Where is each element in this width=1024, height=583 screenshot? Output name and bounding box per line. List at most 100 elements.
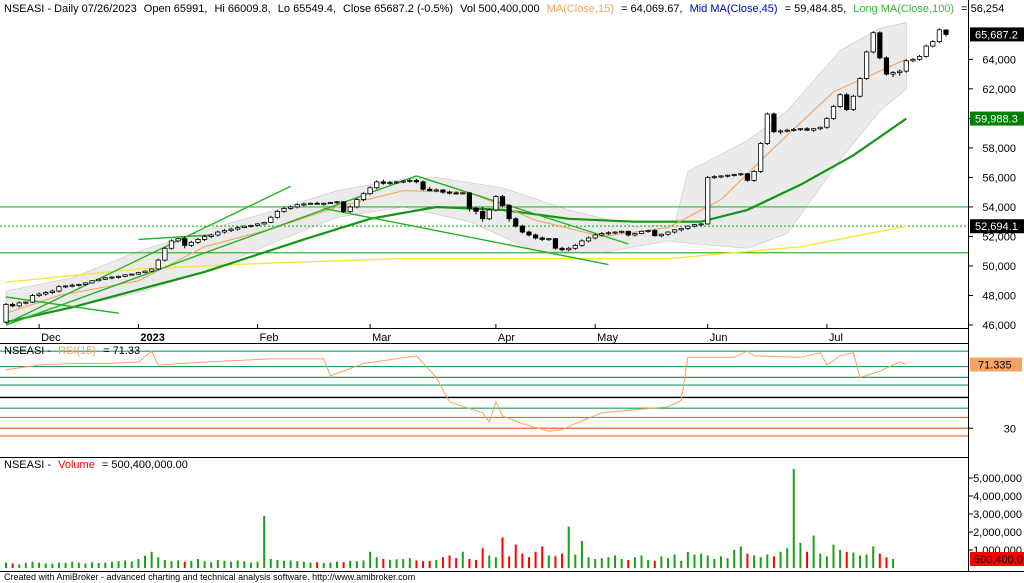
candle-body-20: [135, 272, 141, 275]
candle-130: [864, 50, 870, 80]
candle-body-139: [923, 45, 929, 57]
candle-58: [387, 181, 393, 185]
candle-body-10: [69, 284, 75, 287]
candle-92: [612, 231, 618, 235]
candle-body-22: [149, 268, 155, 272]
candle-43: [288, 205, 294, 210]
candle-body-38: [254, 223, 261, 226]
candle-body-140: [930, 41, 936, 47]
candle-body-138: [916, 55, 923, 60]
candle-body-89: [592, 234, 598, 239]
candle-62: [413, 178, 420, 184]
candle-body-11: [76, 284, 82, 286]
candle-113: [751, 170, 757, 182]
rsi-header: NSEASI - RSI(15) = 71.33: [4, 345, 140, 357]
candle-91: [605, 231, 612, 235]
candle-body-19: [129, 273, 135, 276]
candle-body-93: [619, 230, 625, 233]
candle-body-15: [102, 277, 108, 280]
candle-body-44: [294, 204, 300, 208]
candle-12: [82, 282, 89, 286]
candle-body-87: [579, 240, 585, 246]
candle-74: [493, 195, 499, 212]
x-label-2: Feb: [260, 332, 279, 344]
candle-75: [499, 195, 506, 207]
candle-72: [480, 206, 486, 222]
candle-28: [188, 240, 194, 247]
candle-body-119: [791, 129, 797, 131]
candle-body-77: [513, 218, 519, 227]
candle-23: [155, 258, 161, 270]
candle-body-125: [830, 106, 837, 119]
candle-body-65: [433, 189, 439, 192]
candle-142: [943, 29, 949, 37]
candle-body-103: [685, 225, 691, 229]
x-label-5: May: [597, 332, 618, 344]
candle-body-23: [155, 259, 161, 270]
candle-35: [235, 226, 241, 231]
price-badges: 65,687.2 59,988.3 52,694.1: [970, 27, 1024, 234]
candle-body-35: [235, 227, 241, 230]
candle-body-112: [744, 173, 751, 181]
price-badge-2: 52,694.1: [975, 221, 1018, 233]
candle-body-25: [168, 240, 175, 249]
candle-body-64: [427, 188, 433, 192]
candle-64: [427, 187, 433, 192]
candle-body-14: [96, 278, 102, 282]
candle-105: [698, 223, 704, 227]
candle-body-34: [228, 228, 234, 231]
candle-13: [89, 280, 95, 284]
candle-86: [572, 243, 578, 250]
candle-body-60: [400, 180, 406, 183]
price-x-axis: Dec 2023 Feb Mar Apr May Jun Jul: [0, 324, 968, 344]
candle-body-2: [16, 302, 22, 307]
price-ytick-label-5: 56,000: [982, 172, 1016, 184]
candle-66: [440, 189, 446, 194]
candle-7: [49, 289, 55, 295]
header-ma-long-value: = 56,254: [961, 3, 1004, 15]
candle-body-24: [162, 247, 168, 261]
candle-body-118: [784, 129, 790, 132]
candle-109: [724, 174, 731, 178]
candle-body-74: [493, 196, 499, 211]
trendline-2: [5, 175, 417, 326]
header-symbol: NSEASI: [4, 3, 44, 15]
candle-body-49: [327, 202, 333, 204]
candle-body-36: [241, 225, 247, 229]
candle-126: [837, 93, 843, 109]
candle-107: [711, 175, 717, 179]
candle-body-39: [261, 222, 267, 225]
candle-135: [897, 69, 903, 76]
candle-body-81: [539, 237, 545, 240]
candle-body-56: [374, 181, 380, 189]
rsi-header-symbol: NSEASI -: [4, 345, 51, 357]
candle-37: [248, 224, 254, 228]
candle-body-66: [440, 189, 446, 193]
candle-98: [652, 229, 658, 237]
candle-52: [347, 205, 353, 213]
candle-body-127: [844, 94, 850, 110]
volume-y-axis: 1,000,0002,000,0003,000,0004,000,0005,00…: [968, 473, 1024, 566]
candle-body-33: [221, 230, 228, 233]
candle-103: [685, 225, 691, 230]
candle-body-7: [49, 290, 55, 293]
candle-body-113: [751, 171, 757, 181]
candle-123: [817, 126, 823, 131]
candle-93: [619, 230, 625, 234]
candle-body-120: [797, 128, 804, 131]
candle-9: [62, 285, 69, 289]
candle-17: [115, 275, 122, 279]
candle-body-73: [486, 209, 492, 220]
candle-44: [294, 203, 300, 209]
candle-body-37: [248, 225, 254, 227]
candle-body-97: [645, 230, 651, 232]
candle-body-50: [334, 201, 340, 204]
candle-body-48: [321, 202, 327, 205]
candle-body-115: [764, 113, 770, 144]
candle-body-109: [724, 174, 731, 177]
volume-panel: 1,000,0002,000,0003,000,0004,000,0005,00…: [4, 459, 1024, 568]
candle-body-59: [393, 181, 400, 184]
price-ytick-label-6: 58,000: [982, 143, 1016, 155]
candle-body-62: [413, 179, 420, 183]
candle-body-52: [347, 206, 353, 212]
